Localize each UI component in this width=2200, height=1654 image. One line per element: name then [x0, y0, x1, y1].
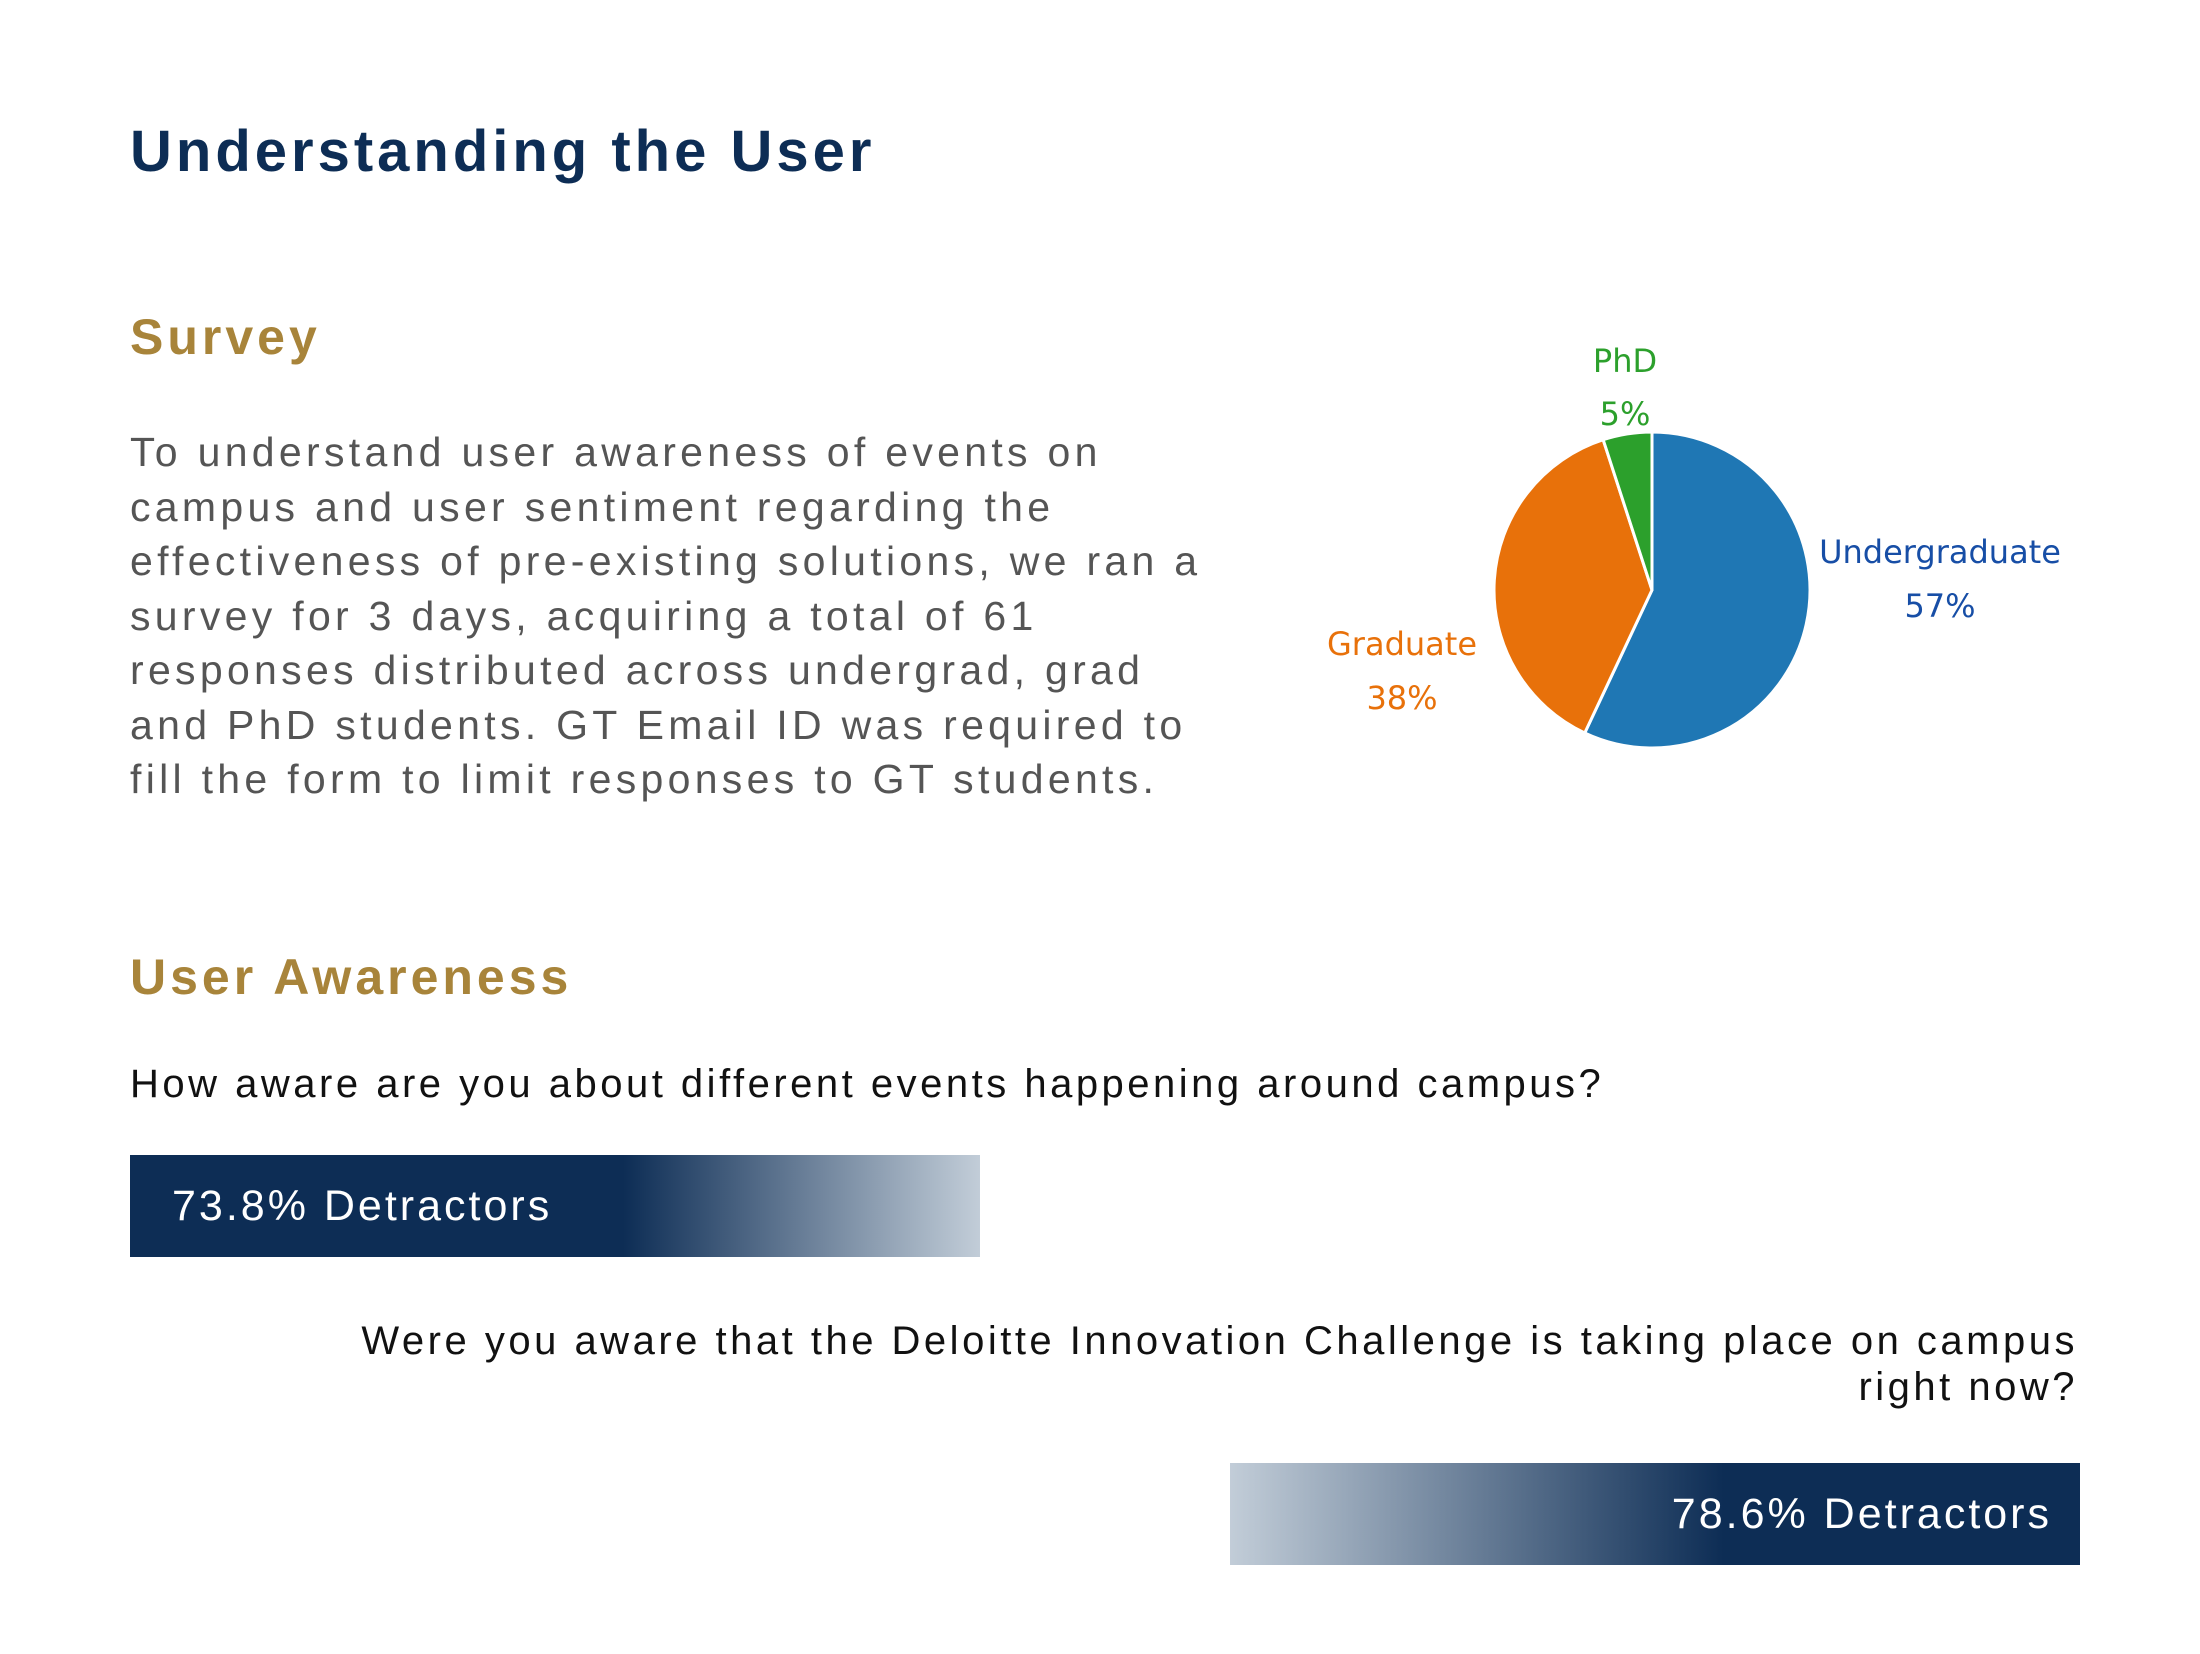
pie-slice-undergraduate: [1582, 430, 1812, 750]
pie-label-undergraduate-name: Undergraduate: [1819, 533, 2061, 571]
pie-label-undergraduate-value: 57%: [1904, 587, 1975, 625]
detractors-bar-1-label: 73.8% Detractors: [172, 1182, 553, 1230]
user-awareness-heading: User Awareness: [130, 949, 573, 1005]
pie-slices: [1492, 430, 1812, 750]
pie-slice-phd: [1601, 430, 1654, 591]
pie-label-phd-name: PhD: [1593, 342, 1657, 380]
survey-heading: Survey: [130, 309, 321, 365]
awareness-question-2: Were you aware that the Deloitte Innovat…: [361, 1319, 2078, 1409]
pie-label-phd: PhD 5%: [1593, 342, 1657, 433]
page-title: Understanding the User: [130, 119, 876, 184]
pie-slice-graduate: [1492, 437, 1654, 735]
respondent-pie-chart: Undergraduate 57% Graduate 38% PhD 5%: [1327, 342, 2061, 750]
pie-label-phd-value: 5%: [1600, 395, 1651, 433]
detractors-bar-2: 78.6% Detractors: [1230, 1463, 2080, 1565]
awareness-question-1: How aware are you about different events…: [130, 1062, 1605, 1106]
pie-label-graduate: Graduate 38%: [1327, 625, 1477, 717]
pie-label-undergraduate: Undergraduate 57%: [1819, 533, 2061, 625]
detractors-bar-2-label: 78.6% Detractors: [1671, 1490, 2052, 1538]
survey-description: To understand user awareness of events o…: [130, 429, 1202, 802]
pie-label-graduate-name: Graduate: [1327, 625, 1477, 663]
detractors-bar-1: 73.8% Detractors: [130, 1155, 980, 1257]
pie-label-graduate-value: 38%: [1366, 679, 1437, 717]
